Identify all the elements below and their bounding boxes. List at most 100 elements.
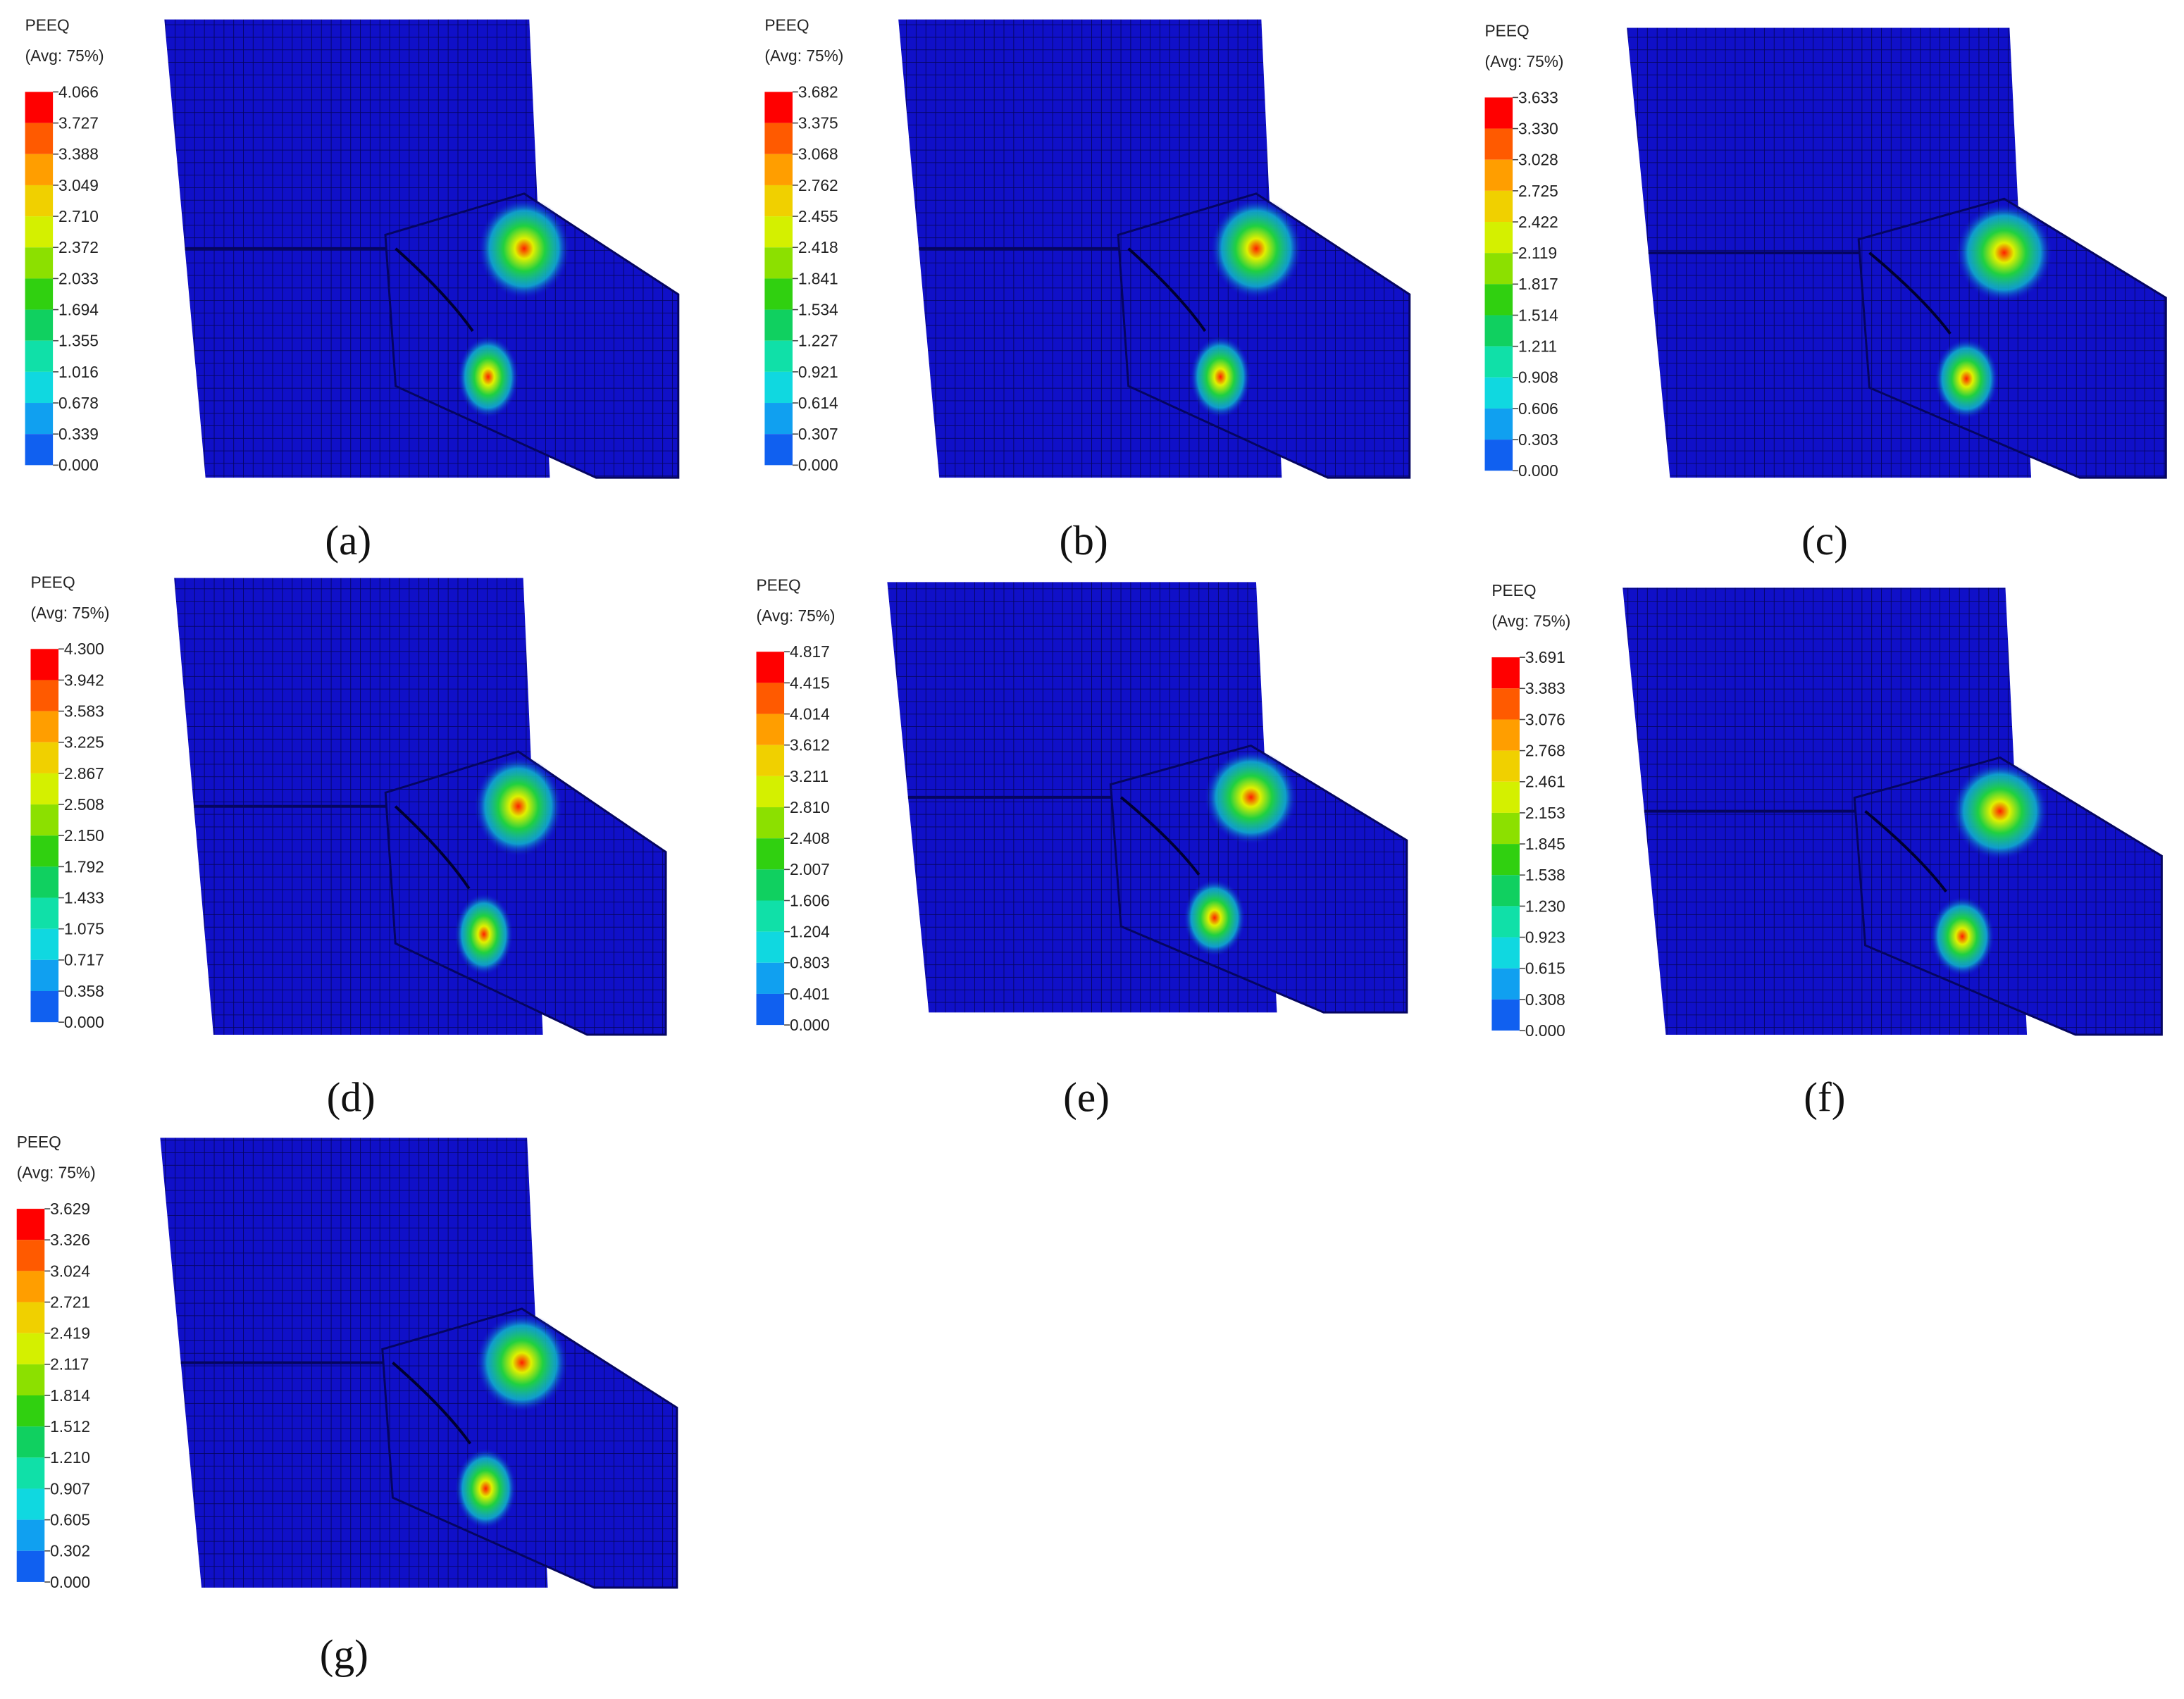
legend-value: 1.792 bbox=[64, 857, 104, 876]
legend-value: 3.225 bbox=[64, 733, 104, 752]
legend-value: 1.230 bbox=[1525, 897, 1565, 915]
legend-band bbox=[25, 403, 54, 435]
legend-value: 2.508 bbox=[64, 795, 104, 814]
legend-value: 4.300 bbox=[64, 640, 104, 658]
legend-value: 0.401 bbox=[790, 985, 830, 1003]
legend-value: 0.000 bbox=[790, 1016, 830, 1034]
legend-band bbox=[16, 1302, 45, 1333]
legend-value: 3.049 bbox=[58, 176, 99, 194]
legend-band bbox=[1491, 750, 1520, 782]
legend-band bbox=[1491, 844, 1520, 876]
legend-band bbox=[1491, 906, 1520, 938]
legend-band bbox=[30, 835, 59, 867]
legend-band bbox=[30, 959, 59, 991]
legend-value: 2.153 bbox=[1525, 804, 1565, 822]
legend-value: 0.308 bbox=[1525, 990, 1565, 1009]
legend-value: 1.227 bbox=[798, 332, 838, 350]
legend-band bbox=[16, 1426, 45, 1458]
legend-value: 2.810 bbox=[790, 798, 830, 816]
legend-band bbox=[1484, 253, 1513, 285]
legend-band bbox=[30, 866, 59, 898]
legend-band bbox=[25, 340, 54, 372]
legend-band bbox=[756, 931, 785, 963]
legend-band bbox=[764, 216, 793, 248]
legend-band bbox=[756, 776, 785, 808]
legend-value: 0.000 bbox=[64, 1013, 104, 1031]
legend-value: 2.419 bbox=[50, 1324, 90, 1343]
buckle-edge bbox=[1864, 810, 1947, 893]
legend-value: 3.691 bbox=[1525, 648, 1565, 666]
legend-band bbox=[1491, 968, 1520, 1000]
legend-band bbox=[30, 804, 59, 836]
legend-value: 3.629 bbox=[50, 1200, 90, 1218]
strain-hotspot bbox=[1934, 338, 1999, 420]
legend-value: 0.908 bbox=[1518, 368, 1558, 387]
legend-value: 1.694 bbox=[58, 300, 99, 318]
legend-value: 2.150 bbox=[64, 826, 104, 845]
legend-band bbox=[1484, 128, 1513, 160]
legend-value: 2.418 bbox=[798, 238, 838, 256]
legend-value: 1.845 bbox=[1525, 835, 1565, 853]
legend-band bbox=[764, 154, 793, 185]
legend-band bbox=[25, 92, 54, 123]
beam bbox=[1853, 756, 2163, 1036]
legend-value: 3.682 bbox=[798, 82, 838, 101]
legend-value: 1.606 bbox=[790, 891, 830, 909]
legend-band bbox=[30, 742, 59, 773]
legend-value: 2.762 bbox=[798, 176, 838, 194]
buckle-edge bbox=[1868, 251, 1952, 335]
legend-value: 0.803 bbox=[790, 954, 830, 972]
legend-band bbox=[16, 1209, 45, 1240]
legend-value: 3.068 bbox=[798, 145, 838, 163]
legend-value: 4.817 bbox=[790, 642, 830, 661]
legend-band bbox=[25, 185, 54, 217]
legend-value: 1.204 bbox=[790, 923, 830, 941]
legend-band bbox=[25, 123, 54, 154]
buckle-edge bbox=[1119, 796, 1200, 876]
legend-band bbox=[756, 869, 785, 901]
legend-band bbox=[1484, 346, 1513, 378]
legend-band bbox=[25, 247, 54, 279]
legend-title: PEEQ bbox=[757, 575, 801, 594]
legend-value: 2.725 bbox=[1518, 182, 1558, 200]
legend-subtitle: (Avg: 75%) bbox=[17, 1164, 96, 1182]
legend-value: 0.605 bbox=[50, 1511, 90, 1529]
legend-band bbox=[756, 962, 785, 994]
legend-band bbox=[764, 371, 793, 404]
legend-title: PEEQ bbox=[1491, 581, 1536, 599]
legend-band bbox=[25, 216, 54, 248]
strain-hotspot bbox=[1955, 203, 2053, 303]
legend-value: 0.358 bbox=[64, 982, 104, 1000]
legend-value: 3.076 bbox=[1525, 710, 1565, 728]
legend-subtitle: (Avg: 75%) bbox=[757, 606, 836, 625]
legend-title: PEEQ bbox=[30, 573, 75, 591]
buckle-edge bbox=[394, 805, 471, 890]
legend-band bbox=[16, 1488, 45, 1520]
legend-band bbox=[16, 1333, 45, 1364]
legend-title: PEEQ bbox=[17, 1133, 61, 1151]
caption: (g) bbox=[320, 1631, 368, 1678]
legend-value: 3.583 bbox=[64, 702, 104, 721]
legend-band bbox=[30, 680, 59, 711]
legend-value: 0.921 bbox=[798, 363, 838, 381]
legend-band bbox=[1484, 190, 1513, 223]
legend-band bbox=[1484, 377, 1513, 409]
strain-hotspot bbox=[1210, 198, 1303, 299]
legend-value: 4.014 bbox=[790, 704, 830, 723]
legend-band bbox=[16, 1395, 45, 1427]
legend-subtitle: (Avg: 75%) bbox=[1485, 52, 1564, 70]
legend-subtitle: (Avg: 75%) bbox=[764, 46, 843, 65]
legend-value: 1.075 bbox=[64, 920, 104, 938]
legend-band bbox=[756, 807, 785, 839]
legend-value: 0.717 bbox=[64, 951, 104, 969]
strain-hotspot bbox=[457, 335, 519, 418]
caption: (f) bbox=[1804, 1074, 1845, 1121]
legend-value: 1.817 bbox=[1518, 275, 1558, 293]
legend-band bbox=[25, 309, 54, 341]
legend-band bbox=[764, 434, 793, 466]
legend-band bbox=[764, 278, 793, 310]
legend-band bbox=[756, 714, 785, 745]
beam bbox=[381, 1307, 678, 1589]
caption: (b) bbox=[1060, 517, 1108, 564]
